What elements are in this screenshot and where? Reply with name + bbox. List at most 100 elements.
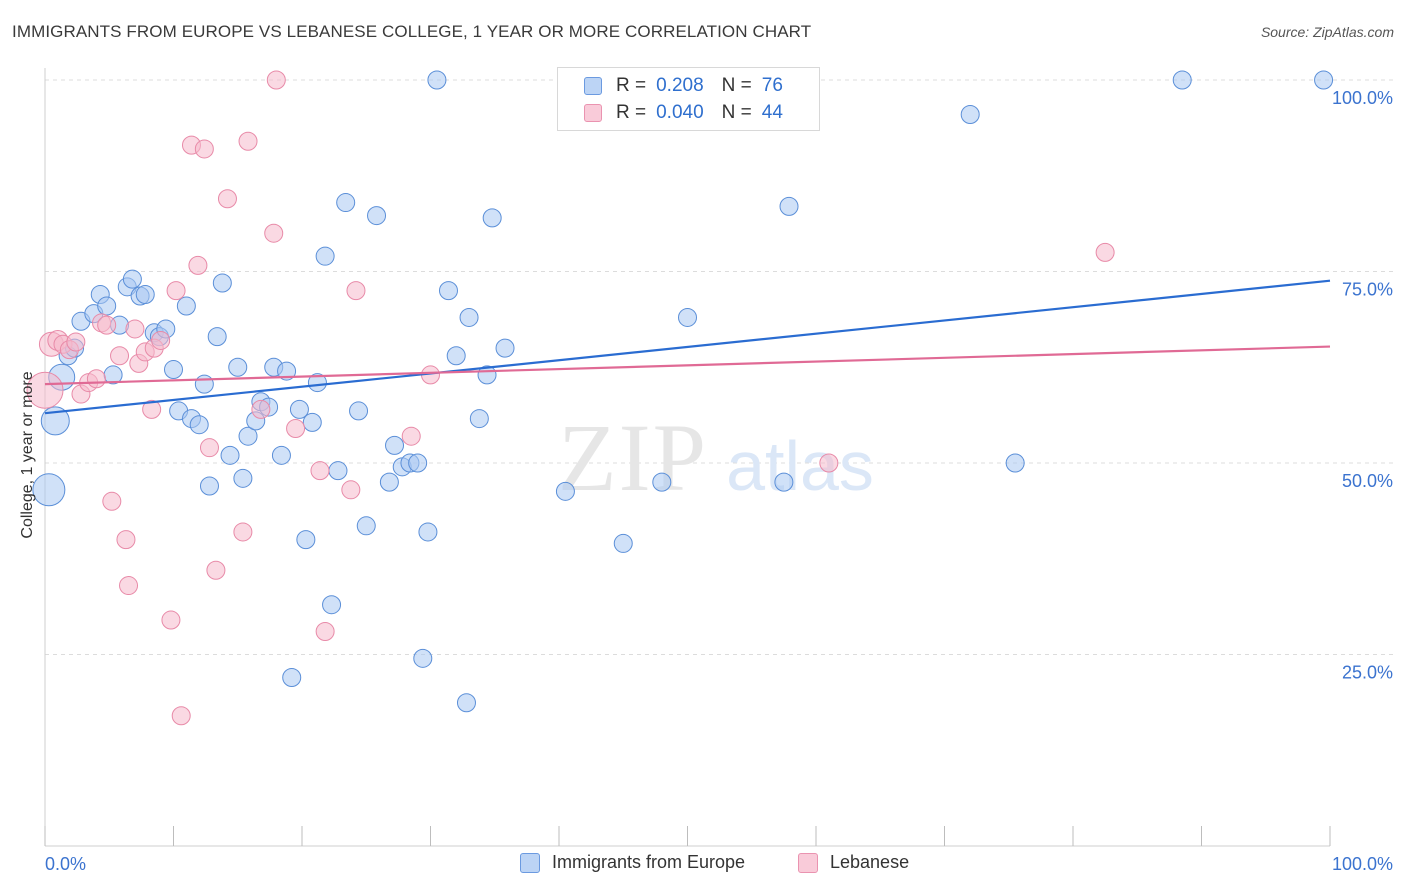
europe-point <box>207 327 227 347</box>
europe-point <box>427 70 447 90</box>
lebanese-point <box>116 530 136 550</box>
lebanese-point <box>119 576 139 596</box>
europe-point <box>302 412 322 432</box>
watermark: ZIP atlas <box>558 404 874 511</box>
europe-point <box>678 307 697 327</box>
lebanese-point <box>315 622 335 642</box>
europe-point <box>212 273 232 293</box>
legend-row-europe: R = 0.208 N = 76 <box>584 74 783 98</box>
legend-r-value: 0.040 <box>656 102 704 123</box>
lebanese-point <box>819 453 839 473</box>
data-points <box>26 70 1334 726</box>
europe-point <box>97 296 117 316</box>
europe-point <box>459 307 479 327</box>
europe-point <box>356 516 376 536</box>
europe-point <box>774 472 794 492</box>
legend-n-value: 44 <box>761 102 783 123</box>
lebanese-point <box>341 480 361 500</box>
lebanese-point <box>125 319 145 339</box>
lebanese-point <box>151 330 171 350</box>
europe-point <box>135 284 155 304</box>
lebanese-point <box>97 315 117 335</box>
europe-point <box>315 246 335 266</box>
europe-point <box>1314 70 1334 90</box>
trend-lines <box>44 279 1331 415</box>
grid-lines <box>45 79 1394 655</box>
europe-point <box>228 357 248 377</box>
lebanese-point <box>310 461 330 481</box>
lebanese-point <box>142 399 162 419</box>
europe-point <box>277 361 297 381</box>
lebanese-point <box>346 281 366 301</box>
lebanese-point <box>166 281 186 301</box>
europe-point <box>322 595 342 615</box>
legend-r-label: R = <box>616 75 647 96</box>
legend-row-lebanese: R = 0.040 N = 44 <box>584 101 783 125</box>
legend-n-value: 76 <box>761 75 783 96</box>
europe-point <box>413 648 433 668</box>
europe-point <box>296 530 316 550</box>
source-label: Source: ZipAtlas.com <box>1260 24 1394 40</box>
lebanese-point <box>266 70 286 90</box>
europe-point <box>482 208 502 228</box>
lebanese-point <box>264 223 284 243</box>
chart-title: IMMIGRANTS FROM EUROPE VS LEBANESE COLLE… <box>12 22 812 41</box>
lebanese-point <box>110 346 130 366</box>
europe-point <box>220 445 240 465</box>
lebanese-point <box>86 369 106 389</box>
europe-point <box>779 196 799 216</box>
legend-r-value: 0.208 <box>656 75 704 96</box>
lebanese-point <box>251 399 271 419</box>
series-legend: Immigrants from Europe Lebanese <box>0 852 1406 876</box>
europe-point <box>189 415 209 435</box>
lebanese-point <box>217 189 237 209</box>
europe-point <box>418 522 438 542</box>
series-legend-lebanese: Lebanese <box>798 852 909 873</box>
lebanese-point <box>401 426 421 446</box>
series-swatch-europe <box>520 852 540 873</box>
x-tick-label: 100.0% <box>1332 854 1393 874</box>
europe-point <box>349 401 369 421</box>
europe-point <box>1172 70 1192 90</box>
europe-point <box>32 473 66 507</box>
axes <box>44 68 1331 847</box>
europe-point <box>438 281 458 301</box>
europe-point <box>289 399 309 419</box>
europe-point <box>336 193 356 213</box>
europe-point <box>122 269 142 289</box>
europe-point <box>613 533 633 553</box>
y-tick-label: 75.0% <box>1342 280 1393 300</box>
europe-point <box>328 461 348 481</box>
europe-point <box>282 667 302 687</box>
watermark-atlas: atlas <box>726 427 874 505</box>
legend-swatch-lebanese <box>584 104 602 122</box>
europe-point <box>652 472 672 492</box>
europe-point <box>446 346 466 366</box>
watermark-zip: ZIP <box>558 404 708 511</box>
lebanese-point <box>26 371 64 409</box>
series-label-europe: Immigrants from Europe <box>552 852 746 872</box>
europe-point <box>379 472 399 492</box>
legend-n-label: N = <box>721 102 752 123</box>
legend-r-label: R = <box>616 102 647 123</box>
europe-point <box>199 476 219 496</box>
y-tick-label: 50.0% <box>1342 471 1393 491</box>
legend-swatch-europe <box>584 77 602 95</box>
europe-point <box>555 481 575 501</box>
europe-point <box>164 360 183 380</box>
europe-trend-line <box>44 279 1331 415</box>
lebanese-point <box>1095 242 1115 262</box>
lebanese-point <box>206 560 226 580</box>
lebanese-point <box>66 332 86 352</box>
lebanese-point <box>238 131 258 151</box>
europe-point <box>456 693 476 713</box>
europe-point <box>233 468 253 488</box>
europe-point <box>495 338 515 358</box>
lebanese-point <box>188 255 208 275</box>
series-legend-europe: Immigrants from Europe <box>520 852 745 873</box>
europe-point <box>1005 453 1025 473</box>
legend-n-label: N = <box>721 75 752 96</box>
x-tick-label: 0.0% <box>45 854 86 874</box>
europe-point <box>307 373 327 393</box>
